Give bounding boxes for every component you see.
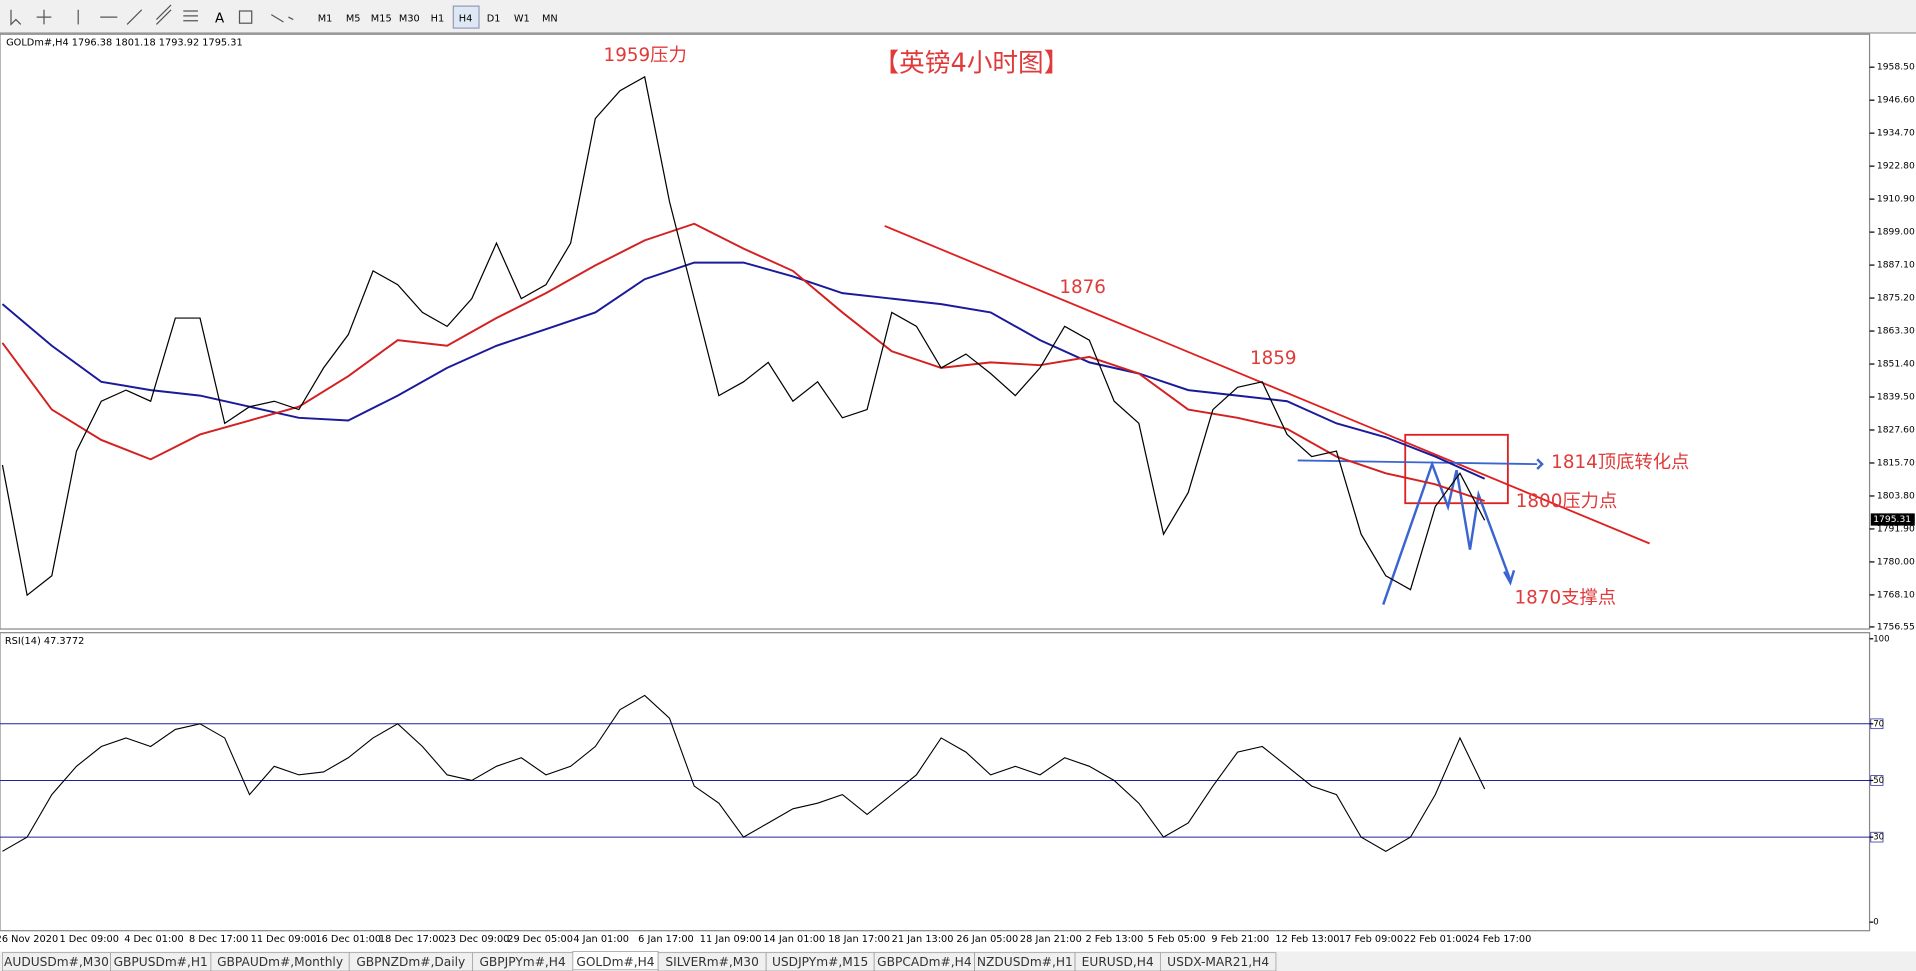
- annotation: 1876: [1059, 277, 1106, 298]
- time-label: 26 Jan 05:00: [956, 934, 1018, 945]
- tab-label[interactable]: GBPNZDm#,Daily: [356, 955, 465, 969]
- annotation: 1870支撑点: [1515, 587, 1617, 608]
- price-tick-label: 1899.00: [1877, 227, 1915, 238]
- time-label: 9 Feb 21:00: [1211, 934, 1269, 945]
- forecast-path: [1382, 460, 1512, 605]
- timeframe-button[interactable]: D1: [487, 13, 501, 24]
- arrow-head: [1503, 570, 1516, 586]
- tab-label[interactable]: GBPJPYm#,H4: [479, 955, 566, 969]
- chart-header: GOLDm#,H4 1796.38 1801.18 1793.92 1795.3…: [6, 38, 243, 49]
- price-tick-label: 1910.90: [1877, 194, 1915, 205]
- toolbar-icons: A: [10, 4, 294, 26]
- price-tick-label: 1768.10: [1877, 589, 1915, 600]
- time-label: 1 Dec 09:00: [59, 934, 118, 945]
- price-tick-label: 1780.00: [1877, 556, 1915, 567]
- time-label: 18 Dec 17:00: [379, 934, 445, 945]
- tab[interactable]: [1159, 952, 1277, 971]
- annotation: 1859: [1250, 348, 1297, 369]
- trend-line: [884, 225, 1650, 545]
- time-label: 24 Feb 17:00: [1467, 934, 1531, 945]
- timeframe-button[interactable]: W1: [514, 13, 530, 24]
- price-tick-label: 1851.40: [1877, 359, 1915, 370]
- tab-label[interactable]: SILVERm#,M30: [665, 955, 758, 969]
- rsi-tick-label: 100: [1873, 634, 1889, 644]
- time-label: 28 Jan 21:00: [1020, 934, 1082, 945]
- price-tick-label: 1863.30: [1877, 326, 1915, 337]
- time-label: 18 Jan 17:00: [828, 934, 890, 945]
- price-line: [1, 75, 1486, 597]
- time-label: 17 Feb 09:00: [1339, 934, 1403, 945]
- current-price-label: 1795.31: [1873, 514, 1911, 525]
- price-tick-label: 1827.60: [1877, 425, 1915, 436]
- ma-red: [1, 222, 1485, 502]
- tab-label[interactable]: GBPAUDm#,Monthly: [217, 955, 343, 969]
- rsi-tick-label: 50: [1873, 776, 1884, 786]
- time-label: 16 Dec 01:00: [315, 934, 381, 945]
- rsi-pane: [0, 632, 1871, 932]
- time-label: 5 Feb 05:00: [1148, 934, 1206, 945]
- timeframe-button[interactable]: M30: [399, 13, 420, 24]
- time-label: 14 Jan 01:00: [763, 934, 825, 945]
- rsi-tick-label: 0: [1873, 918, 1878, 928]
- drawings: [884, 225, 1650, 605]
- price-tick-label: 1803.80: [1877, 490, 1915, 501]
- price-pane: [0, 33, 1871, 630]
- rsi-label: RSI(14) 47.3772: [5, 636, 84, 647]
- toolbar: [0, 0, 1916, 33]
- time-label: 8 Dec 17:00: [189, 934, 248, 945]
- price-tick-label: 1791.90: [1877, 523, 1915, 534]
- timeframe-button[interactable]: M5: [346, 13, 361, 24]
- price-tick-label: 1934.70: [1877, 128, 1915, 139]
- time-label: 12 Feb 13:00: [1275, 934, 1339, 945]
- price-tick-label: 1958.50: [1877, 62, 1915, 73]
- tab-label[interactable]: EURUSD,H4: [1082, 955, 1154, 969]
- tab-label[interactable]: USDX-MAR21,H4: [1167, 955, 1269, 969]
- time-label: 4 Dec 01:00: [124, 934, 183, 945]
- time-label: 2 Feb 13:00: [1085, 934, 1143, 945]
- tab-label[interactable]: AUDUSDm#,M30: [4, 955, 109, 969]
- time-label: 4 Jan 01:00: [573, 934, 629, 945]
- price-tick-label: 1922.80: [1877, 161, 1915, 172]
- timeframe-button[interactable]: MN: [542, 13, 558, 24]
- price-tick-label: 1887.10: [1877, 260, 1915, 271]
- annotation: 1959压力: [604, 45, 687, 66]
- rsi-line: [2, 694, 1486, 852]
- price-tick-label: 1946.60: [1877, 95, 1915, 106]
- chart-title: 【英镑4小时图】: [874, 49, 1070, 79]
- timeframe-button[interactable]: M1: [318, 13, 333, 24]
- timeframe-button[interactable]: H4: [459, 13, 473, 24]
- time-label: 29 Dec 05:00: [507, 934, 573, 945]
- annotation: 1814顶底转化点: [1551, 452, 1689, 473]
- time-label: 22 Feb 01:00: [1404, 934, 1468, 945]
- rsi-tick-label: 30: [1873, 833, 1884, 843]
- tab-label[interactable]: USDJPYm#,M15: [772, 955, 868, 969]
- current-price-box: [1870, 513, 1915, 526]
- timeframe-button[interactable]: H1: [431, 13, 445, 24]
- timeframe-active: [452, 5, 480, 29]
- time-label: 26 Nov 2020: [0, 934, 58, 945]
- tab-label[interactable]: GBPUSDm#,H1: [114, 955, 208, 969]
- time-label: 23 Dec 09:00: [444, 934, 510, 945]
- highlight-box: [1404, 433, 1509, 505]
- tab-label[interactable]: GBPCADm#,H4: [877, 955, 972, 969]
- rsi-tick-label: 70: [1873, 719, 1884, 729]
- price-tick-label: 1756.55: [1877, 621, 1915, 632]
- time-label: 11 Dec 09:00: [251, 934, 317, 945]
- timeframe-button[interactable]: M15: [371, 13, 392, 24]
- svg-text:A: A: [215, 11, 225, 26]
- tab-label[interactable]: NZDUSDm#,H1: [977, 955, 1073, 969]
- annotation: 1800压力点: [1516, 491, 1618, 512]
- time-label: 6 Jan 17:00: [638, 934, 694, 945]
- tab-label[interactable]: GOLDm#,H4: [576, 955, 654, 969]
- arrow-head: [1536, 458, 1544, 470]
- price-tick-label: 1839.50: [1877, 392, 1915, 403]
- time-label: 21 Jan 13:00: [892, 934, 954, 945]
- price-tick-label: 1875.20: [1877, 293, 1915, 304]
- price-tick-label: 1815.70: [1877, 457, 1915, 468]
- time-label: 11 Jan 09:00: [700, 934, 762, 945]
- support-line: [1297, 459, 1538, 466]
